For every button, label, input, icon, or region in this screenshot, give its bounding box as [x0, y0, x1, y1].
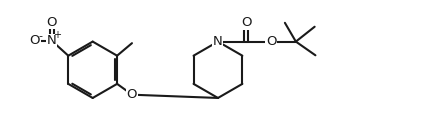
Text: O: O: [29, 34, 40, 47]
Text: O: O: [241, 16, 251, 29]
Text: O: O: [127, 88, 137, 101]
Text: O: O: [266, 35, 276, 48]
Text: N: N: [213, 35, 223, 48]
Text: N: N: [47, 34, 57, 47]
Text: O: O: [47, 15, 57, 29]
Text: +: +: [53, 30, 61, 40]
Text: -: -: [38, 31, 42, 41]
